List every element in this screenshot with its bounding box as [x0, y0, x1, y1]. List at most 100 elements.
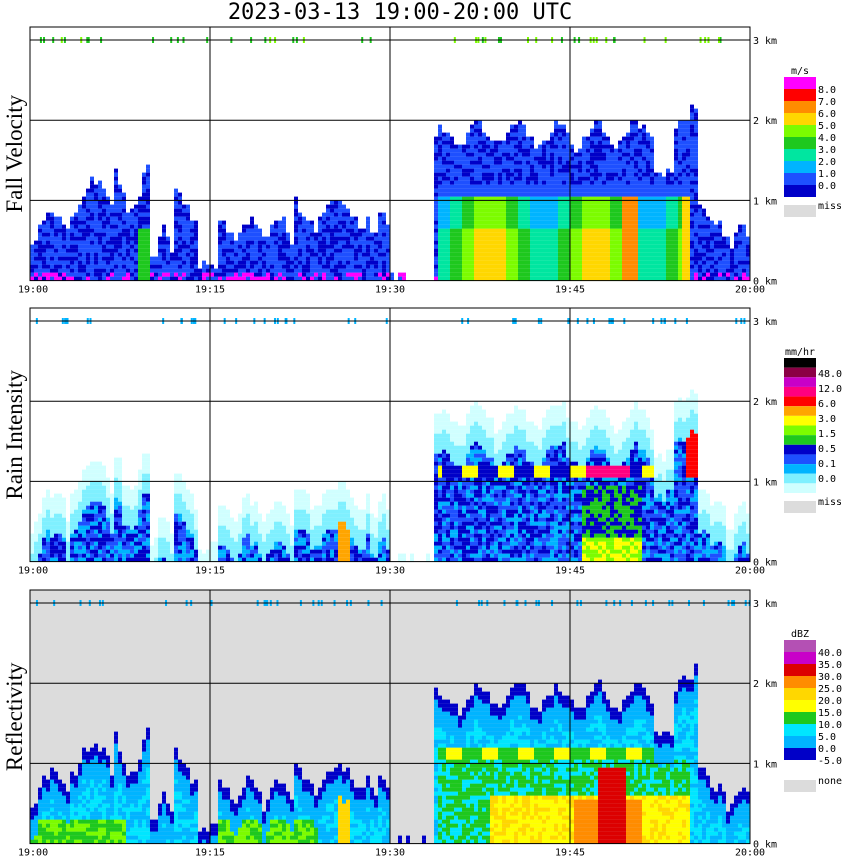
heatmap-cell	[318, 228, 322, 233]
heatmap-cell	[650, 256, 654, 261]
heatmap-cell	[254, 252, 258, 257]
heatmap-cell	[450, 168, 454, 173]
heatmap-cell	[62, 268, 66, 273]
heatmap-cell	[110, 244, 114, 249]
heatmap-cell	[170, 268, 174, 273]
heatmap-cell	[82, 549, 86, 554]
heatmap-cell	[534, 160, 538, 165]
heatmap-cell	[686, 244, 690, 249]
heatmap-cell	[658, 196, 662, 201]
heatmap-cell	[698, 276, 702, 281]
heatmap-cell	[654, 184, 658, 189]
heatmap-cell	[538, 144, 542, 149]
heatmap-cell	[694, 236, 698, 241]
heatmap-cell	[146, 489, 150, 494]
heatmap-cell	[586, 200, 590, 205]
heatmap-cell	[614, 232, 618, 237]
heatmap-cell	[570, 196, 574, 201]
heatmap-cell	[634, 240, 638, 245]
heatmap-cell	[382, 224, 386, 229]
heatmap-cell	[446, 260, 450, 265]
heatmap-cell	[90, 236, 94, 241]
heatmap-cell	[450, 224, 454, 229]
heatmap-cell	[642, 180, 646, 185]
heatmap-cell	[642, 268, 646, 273]
heatmap-cell	[118, 533, 122, 538]
heatmap-cell	[678, 264, 682, 269]
heatmap-cell	[134, 505, 138, 510]
heatmap-cell	[234, 557, 238, 562]
heatmap-cell	[194, 517, 198, 522]
heatmap-cell	[294, 196, 298, 201]
heatmap-cell	[530, 156, 534, 161]
heatmap-cell	[342, 236, 346, 241]
heatmap-cell	[70, 272, 74, 277]
heatmap-cell	[358, 276, 362, 281]
heatmap-cell	[122, 192, 126, 197]
heatmap-cell	[534, 188, 538, 193]
heatmap-cell	[318, 240, 322, 245]
heatmap-cell	[622, 196, 626, 201]
heatmap-cell	[674, 132, 678, 137]
heatmap-cell	[662, 180, 666, 185]
heatmap-cell	[570, 148, 574, 153]
heatmap-cell	[630, 212, 634, 217]
heatmap-cell	[566, 192, 570, 197]
heatmap-cell	[266, 256, 270, 261]
heatmap-cell	[546, 260, 550, 265]
heatmap-cell	[94, 485, 98, 490]
heatmap-cell	[74, 493, 78, 498]
heatmap-cell	[202, 260, 206, 265]
heatmap-cell	[522, 184, 526, 189]
heatmap-cell	[690, 200, 694, 205]
heatmap-cell	[510, 140, 514, 145]
heatmap-cell	[438, 124, 442, 129]
heatmap-cell	[486, 140, 490, 145]
heatmap-cell	[70, 505, 74, 510]
heatmap-cell	[482, 168, 486, 173]
heatmap-cell	[102, 557, 106, 562]
heatmap-cell	[514, 128, 518, 133]
heatmap-cell	[314, 252, 318, 257]
heatmap-cell	[190, 549, 194, 554]
heatmap-cell	[442, 160, 446, 165]
heatmap-cell	[350, 236, 354, 241]
heatmap-cell	[154, 260, 158, 265]
heatmap-cell	[438, 256, 442, 261]
heatmap-cell	[122, 196, 126, 201]
heatmap-cell	[438, 228, 442, 233]
heatmap-cell	[586, 272, 590, 277]
heatmap-cell	[298, 216, 302, 221]
heatmap-cell	[50, 525, 54, 530]
heatmap-cell	[498, 208, 502, 213]
heatmap-cell	[78, 545, 82, 550]
heatmap-cell	[334, 268, 338, 273]
heatmap-cell	[470, 184, 474, 189]
heatmap-cell	[230, 232, 234, 237]
heatmap-cell	[514, 172, 518, 177]
heatmap-cell	[234, 240, 238, 245]
heatmap-cell	[70, 232, 74, 237]
heatmap-cell	[118, 469, 122, 474]
heatmap-cell	[470, 144, 474, 149]
heatmap-cell	[746, 256, 750, 261]
heatmap-cell	[178, 216, 182, 221]
heatmap-cell	[122, 557, 126, 562]
heatmap-cell	[102, 509, 106, 514]
heatmap-cell	[246, 236, 250, 241]
heatmap-cell	[606, 276, 610, 281]
heatmap-cell	[558, 184, 562, 189]
heatmap-cell	[562, 248, 566, 253]
heatmap-cell	[438, 188, 442, 193]
heatmap-cell	[186, 224, 190, 229]
heatmap-cell	[662, 248, 666, 253]
heatmap-cell	[322, 272, 326, 277]
heatmap-cell	[126, 497, 130, 502]
heatmap-cell	[86, 192, 90, 197]
heatmap-cell	[534, 156, 538, 161]
heatmap-cell	[186, 549, 190, 554]
heatmap-cell	[738, 272, 742, 277]
heatmap-cell	[654, 260, 658, 265]
heatmap-cell	[246, 268, 250, 273]
heatmap-cell	[338, 208, 342, 213]
